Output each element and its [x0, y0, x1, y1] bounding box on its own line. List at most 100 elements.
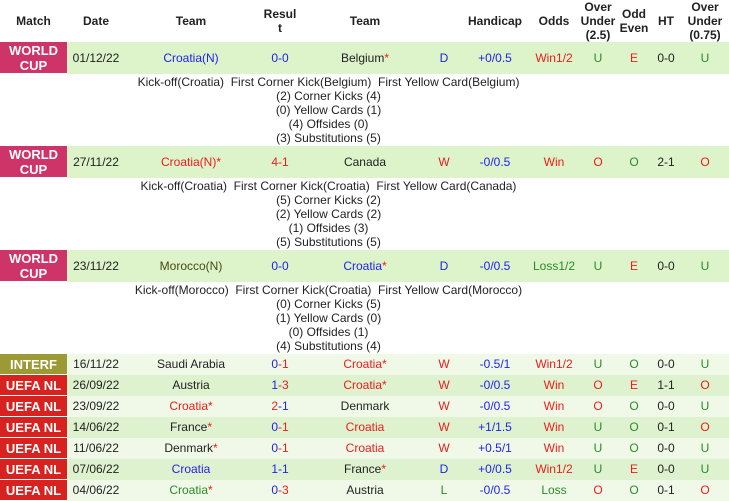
odd-even-result: O	[629, 483, 639, 497]
competition-badge[interactable]: UEFA NL	[0, 416, 67, 438]
away-team[interactable]: Croatia*	[303, 375, 427, 396]
table-row[interactable]: UEFA NL 14/06/22 France* 0-1 Croatia W +1/1.5 W…	[0, 416, 729, 438]
table-row[interactable]: WORLD CUP 23/11/22 Morocco(N) 0-0 Croatia* D -…	[0, 250, 729, 282]
home-team-name[interactable]: Morocco(N)	[159, 258, 223, 273]
home-team[interactable]: France*	[125, 417, 257, 438]
over-under-result: O	[593, 399, 603, 413]
competition-badge[interactable]: INTERF	[0, 354, 67, 375]
away-team-name[interactable]: Croatia	[343, 258, 382, 273]
away-team-name[interactable]: Denmark	[340, 399, 390, 413]
match-date: 26/09/22	[72, 378, 120, 392]
table-row[interactable]: UEFA NL 11/06/22 Denmark* 0-1 Croatia W +0.5/1…	[0, 437, 729, 459]
home-team-name[interactable]: Croatia	[171, 462, 211, 476]
header-away-team: Team	[303, 0, 427, 42]
over-under-result: O	[593, 378, 603, 392]
competition-badge[interactable]: WORLD CUP	[0, 250, 67, 282]
handicap-value: -0/0.5	[479, 154, 511, 169]
match-score[interactable]: 0-1	[257, 354, 303, 375]
home-team[interactable]: Morocco(N)	[125, 250, 257, 282]
home-team-name[interactable]: Austria	[172, 378, 210, 392]
match-score[interactable]: 0-0	[257, 250, 303, 282]
away-team-name[interactable]: Belgium	[340, 50, 385, 65]
home-team[interactable]: Croatia	[125, 459, 257, 480]
away-team[interactable]: Canada	[303, 146, 427, 178]
match-score[interactable]: 0-0	[257, 42, 303, 74]
over-under-result: U	[593, 258, 603, 273]
competition-badge[interactable]: UEFA NL	[0, 437, 67, 459]
table-row[interactable]: WORLD CUP 27/11/22 Croatia(N)* 4-1 Canada W -0…	[0, 146, 729, 178]
home-team[interactable]: Austria	[125, 375, 257, 396]
match-score[interactable]: 0-1	[257, 438, 303, 459]
match-score[interactable]: 2-1	[257, 396, 303, 417]
home-team-name[interactable]: Denmark	[164, 441, 213, 455]
home-team-name[interactable]: Saudi Arabia	[156, 357, 226, 372]
away-team-name[interactable]: Croatia	[345, 420, 385, 434]
score-home: 0	[271, 441, 278, 455]
odds-result: Win1/2	[535, 462, 573, 476]
table-row[interactable]: UEFA NL 23/09/22 Croatia* 2-1 Denmark W -0/0.5…	[0, 395, 729, 417]
score-away: 1	[282, 154, 289, 169]
home-team-name[interactable]: France	[169, 420, 208, 434]
match-rows: WORLD CUP 01/12/22 Croatia(N) 0-0 Belgium* D +…	[0, 42, 729, 501]
odd-even-result: E	[629, 378, 638, 392]
match-score[interactable]: 4-1	[257, 146, 303, 178]
home-team[interactable]: Croatia(N)*	[125, 146, 257, 178]
match-details-row: Kick-off(Croatia) First Corner Kick(Belg…	[0, 73, 729, 146]
table-row[interactable]: WORLD CUP 01/12/22 Croatia(N) 0-0 Belgium* D +…	[0, 42, 729, 74]
away-team-name[interactable]: Croatia	[343, 357, 382, 372]
home-team-name[interactable]: Croatia	[169, 483, 208, 497]
competition-badge[interactable]: WORLD CUP	[0, 146, 67, 178]
detail-line: (3) Substitutions (5)	[276, 131, 381, 145]
home-team-name[interactable]: Croatia(N)	[163, 50, 219, 65]
match-date: 04/06/22	[72, 483, 120, 497]
score-away: 3	[282, 378, 289, 392]
table-row[interactable]: UEFA NL 04/06/22 Croatia* 0-3 Austria L -0/0.5…	[0, 479, 729, 501]
competition-badge[interactable]: WORLD CUP	[0, 42, 67, 74]
result-outcome: D	[439, 462, 449, 476]
away-team-name[interactable]: Austria	[346, 483, 384, 497]
home-team[interactable]: Croatia*	[125, 396, 257, 417]
score-dash: -	[278, 357, 282, 372]
home-team[interactable]: Croatia*	[125, 480, 257, 501]
away-team[interactable]: France*	[303, 459, 427, 480]
over-under-result: U	[593, 50, 603, 65]
away-team-name[interactable]: Croatia	[345, 441, 385, 455]
table-row[interactable]: INTERF 16/11/22 Saudi Arabia 0-1 Croatia* W -0…	[0, 354, 729, 375]
score-away: 1	[282, 462, 289, 476]
match-details: Kick-off(Croatia) First Corner Kick(Belg…	[0, 73, 729, 146]
away-star-marker: *	[382, 357, 387, 372]
away-team-name[interactable]: Canada	[343, 154, 387, 169]
away-team[interactable]: Croatia*	[303, 354, 427, 375]
home-team-name[interactable]: Croatia(N)	[160, 154, 217, 169]
away-team[interactable]: Croatia*	[303, 250, 427, 282]
home-team[interactable]: Croatia(N)	[125, 42, 257, 74]
away-team-name[interactable]: France	[343, 462, 382, 476]
home-team[interactable]: Saudi Arabia	[125, 354, 257, 375]
score-home: 4	[271, 154, 278, 169]
away-team[interactable]: Belgium*	[303, 42, 427, 74]
score-home: 2	[271, 399, 278, 413]
match-score[interactable]: 0-3	[257, 480, 303, 501]
match-score[interactable]: 0-1	[257, 417, 303, 438]
match-details-row: Kick-off(Croatia) First Corner Kick(Croa…	[0, 177, 729, 250]
table-row[interactable]: UEFA NL 26/09/22 Austria 1-3 Croatia* W -0/0.5…	[0, 374, 729, 396]
table-row[interactable]: UEFA NL 07/06/22 Croatia 1-1 France* D +0/0.5 W…	[0, 458, 729, 480]
away-team[interactable]: Croatia	[303, 417, 427, 438]
away-team[interactable]: Austria	[303, 480, 427, 501]
away-team[interactable]: Denmark	[303, 396, 427, 417]
away-team-name[interactable]: Croatia	[343, 378, 382, 392]
match-score[interactable]: 1-1	[257, 459, 303, 480]
competition-badge[interactable]: UEFA NL	[0, 395, 67, 417]
odd-even-result: O	[629, 357, 639, 372]
away-team[interactable]: Croatia	[303, 438, 427, 459]
competition-badge[interactable]: UEFA NL	[0, 374, 67, 396]
home-team[interactable]: Denmark*	[125, 438, 257, 459]
header-handicap: Handicap	[461, 0, 529, 42]
score-away: 1	[282, 441, 289, 455]
competition-badge[interactable]: UEFA NL	[0, 458, 67, 480]
competition-badge[interactable]: UEFA NL	[0, 479, 67, 501]
match-score[interactable]: 1-3	[257, 375, 303, 396]
odds-result: Loss1/2	[532, 258, 576, 273]
odd-even-result: O	[629, 441, 639, 455]
home-team-name[interactable]: Croatia	[169, 399, 208, 413]
